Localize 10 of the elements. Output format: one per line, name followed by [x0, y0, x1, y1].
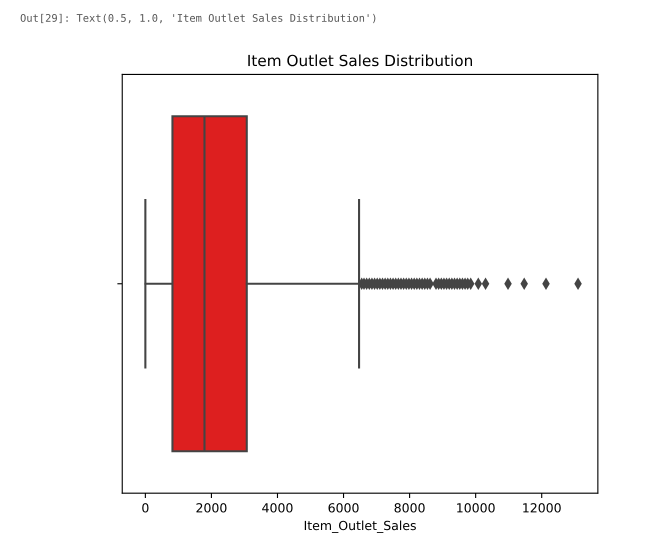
x-axis-title: Item_Outlet_Sales — [304, 520, 416, 533]
x-tick-label: 2000 — [196, 503, 226, 513]
x-tick-label: 10000 — [457, 503, 495, 513]
x-tick-label: 4000 — [262, 503, 293, 513]
x-tick-label: 0 — [142, 503, 149, 513]
x-tick-label: 12000 — [523, 503, 561, 513]
text: Out[29]: Text(0.5, 1.0, 'Item Outlet Sales Distribution') — [20, 14, 376, 24]
chart-title: Item Outlet Sales Distribution — [248, 54, 472, 66]
x-tick-label: 8000 — [394, 503, 425, 513]
x-tick-label: 6000 — [328, 503, 359, 513]
